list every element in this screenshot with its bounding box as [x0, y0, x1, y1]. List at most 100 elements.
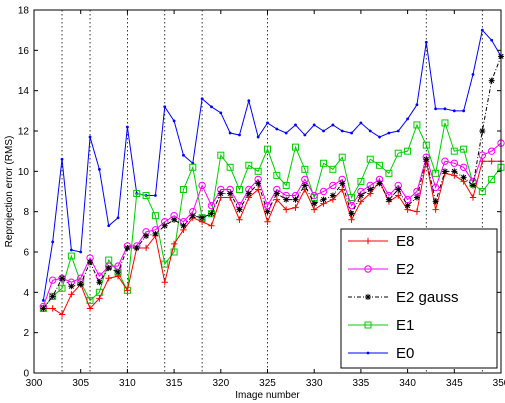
data-point [264, 145, 271, 153]
data-point [322, 129, 325, 133]
data-point [432, 198, 439, 205]
data-point [60, 157, 64, 161]
legend-label: E8 [396, 233, 414, 250]
series-line [42, 142, 502, 307]
data-point [126, 125, 129, 129]
data-point [311, 206, 318, 213]
x-tick-label: 310 [119, 378, 136, 389]
data-point [142, 244, 150, 252]
y-tick-label: 18 [18, 6, 30, 17]
data-point [170, 248, 178, 256]
y-tick-label: 8 [23, 207, 29, 218]
data-point [227, 190, 234, 197]
data-point [452, 109, 456, 113]
data-point [340, 129, 344, 133]
data-point [311, 200, 318, 207]
data-point [273, 196, 281, 203]
data-point [376, 180, 383, 187]
data-point [422, 141, 430, 149]
data-point [364, 321, 372, 329]
y-tick-label: 4 [23, 288, 29, 299]
data-point [273, 171, 281, 179]
data-point [266, 121, 269, 125]
data-point [247, 99, 251, 103]
y-tick-label: 14 [18, 86, 30, 97]
data-point [171, 216, 178, 223]
y-tick-label: 0 [23, 369, 29, 380]
data-point [133, 244, 140, 251]
data-point [255, 180, 262, 187]
data-point [264, 218, 271, 225]
x-tick-label: 330 [306, 378, 323, 389]
data-point [329, 165, 337, 173]
data-point [348, 216, 355, 223]
data-point [479, 128, 486, 134]
data-point [413, 194, 420, 201]
data-point [338, 153, 346, 161]
data-point [347, 201, 356, 210]
data-point [105, 265, 112, 272]
data-point [198, 181, 206, 190]
data-point [357, 192, 364, 199]
data-point [301, 165, 309, 173]
data-point [67, 252, 75, 260]
data-point [235, 185, 243, 193]
y-tick-label: 16 [18, 46, 30, 57]
data-point [396, 129, 400, 133]
data-point [471, 73, 475, 76]
data-point [441, 119, 449, 127]
data-point [124, 287, 131, 294]
data-point [303, 133, 307, 137]
data-point [49, 293, 56, 300]
data-point [460, 174, 467, 181]
data-point [404, 147, 412, 155]
x-tick-label: 335 [353, 378, 370, 389]
data-point [133, 190, 141, 198]
data-point [189, 163, 197, 171]
data-point [97, 167, 101, 171]
data-point [376, 161, 384, 169]
data-point [282, 181, 290, 189]
data-point [172, 119, 176, 123]
data-point [364, 237, 372, 245]
legend-item: E2 gauss [348, 289, 459, 306]
data-point [320, 159, 328, 167]
x-tick-label: 350 [493, 378, 505, 389]
data-point [329, 181, 337, 190]
data-point [254, 167, 262, 175]
data-point [273, 190, 280, 197]
data-point [441, 168, 448, 175]
data-point [450, 159, 458, 167]
data-point [292, 143, 300, 151]
series-line [42, 29, 502, 301]
data-point [245, 190, 252, 197]
data-point [319, 187, 328, 196]
data-point [478, 188, 486, 195]
legend-label: E2 [396, 261, 414, 278]
data-point [460, 145, 468, 153]
data-point [441, 157, 449, 165]
data-point [490, 38, 494, 42]
data-point [200, 97, 204, 101]
data-point [256, 135, 260, 139]
data-point [367, 186, 374, 193]
data-point [395, 186, 402, 193]
data-point [161, 260, 169, 268]
data-point [41, 299, 45, 302]
data-point [301, 182, 308, 189]
series-e0 [41, 28, 503, 302]
data-point [77, 281, 84, 288]
data-point [208, 222, 215, 229]
series-line [43, 160, 501, 316]
data-point [415, 103, 419, 107]
data-point [86, 305, 94, 312]
data-point [115, 269, 122, 276]
data-point [236, 206, 243, 213]
data-point [58, 311, 66, 318]
data-point [431, 183, 440, 192]
data-point [462, 109, 466, 113]
legend-item: E2 [348, 261, 414, 278]
data-point [480, 28, 484, 32]
data-point [348, 210, 355, 217]
data-point [210, 105, 213, 109]
